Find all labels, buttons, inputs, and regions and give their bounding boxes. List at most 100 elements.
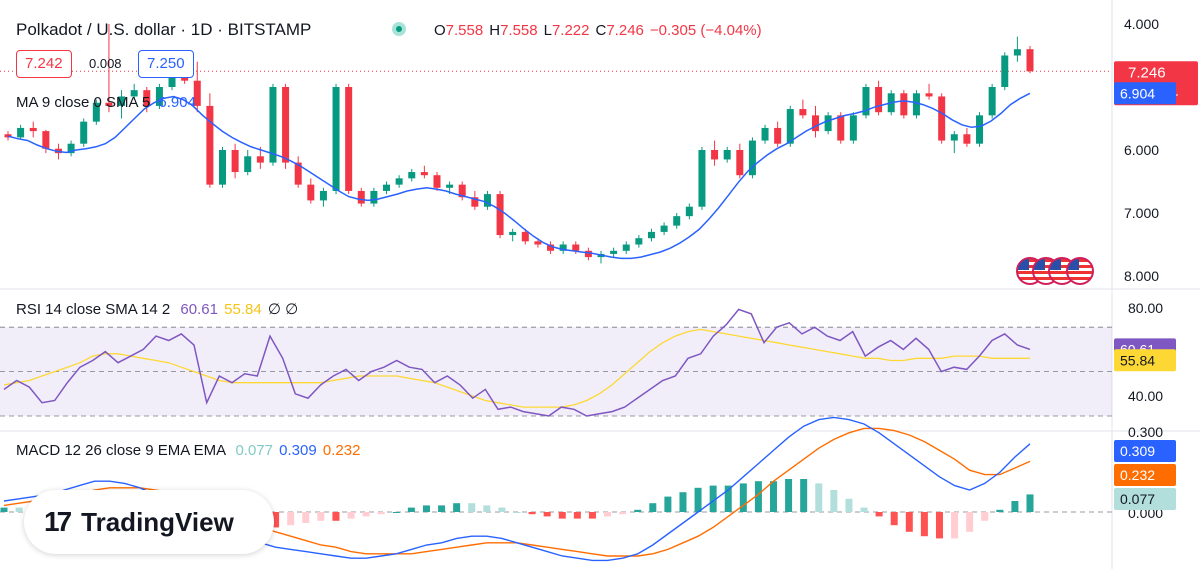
candle-body	[17, 127, 25, 138]
candle-body	[483, 194, 491, 207]
candle-body	[395, 178, 403, 185]
macd-histogram-bar	[287, 512, 295, 526]
macd-histogram-bar	[981, 512, 989, 521]
candle-body	[509, 231, 517, 236]
buy-price-button[interactable]: 7.250	[138, 50, 194, 78]
rsi-legend[interactable]: RSI 14 close SMA 14 2 60.61 55.84 ∅ ∅	[16, 300, 298, 318]
candle-body	[357, 190, 365, 204]
macd-hist-value: 0.077	[235, 442, 273, 459]
macd-histogram-bar	[860, 507, 868, 512]
candle-body	[294, 162, 302, 185]
macd-histogram-bar	[694, 487, 702, 512]
macd-tick-label: 0.300	[1128, 424, 1163, 440]
macd-histogram-bar	[815, 483, 823, 512]
candle-body	[332, 87, 340, 191]
rsi-label: RSI 14 close SMA 14 2	[16, 301, 171, 318]
candle-body	[622, 244, 630, 251]
macd-histogram-bar	[664, 496, 672, 512]
macd-histogram-bar	[905, 512, 913, 532]
tradingview-logo[interactable]: 17 TradingView	[24, 490, 274, 554]
rsi-line	[3, 308, 1031, 417]
candle-body	[875, 87, 883, 113]
symbol-title[interactable]: Polkadot / U.S. dollar · 1D · BITSTAMP	[16, 20, 312, 39]
candle-body	[420, 172, 428, 176]
ma-label: MA 9 close 0 SMA 5	[16, 94, 151, 111]
candle-body	[408, 172, 416, 179]
macd-line-tag: 0.309	[1120, 443, 1155, 459]
sell-price-button[interactable]: 7.242	[16, 50, 72, 78]
candle-body	[218, 150, 226, 185]
macd-histogram-bar	[528, 512, 536, 515]
macd-histogram-bar	[1026, 494, 1034, 512]
candle-body	[193, 80, 201, 106]
candle-body	[647, 231, 655, 239]
candle-body	[761, 127, 769, 141]
macd-histogram-bar	[543, 512, 551, 517]
candle-body	[660, 225, 668, 232]
candle-body	[471, 197, 479, 207]
macd-histogram-bar	[362, 512, 370, 517]
candle-body	[383, 184, 391, 191]
rsi-sma-value: 55.84	[224, 301, 262, 318]
candle-body	[963, 134, 971, 144]
candle-body	[4, 134, 12, 138]
macd-histogram-bar	[272, 512, 280, 528]
macd-histogram-bar	[498, 507, 506, 512]
macd-histogram-bar	[604, 512, 612, 517]
macd-histogram-bar	[302, 512, 310, 523]
candle-body	[496, 194, 504, 236]
candle-body	[143, 90, 151, 106]
tradingview-wordmark: TradingView	[81, 506, 234, 537]
macd-histogram-bar	[770, 481, 777, 512]
candle-body	[837, 115, 845, 141]
macd-hist-tag-bg	[1114, 488, 1176, 510]
macd-histogram-bar	[513, 512, 521, 513]
candle-body	[900, 93, 908, 116]
macd-legend[interactable]: MACD 12 26 close 9 EMA EMA 0.077 0.309 0…	[16, 442, 360, 459]
macd-histogram-bar	[1011, 501, 1019, 512]
macd-histogram-bar	[438, 505, 446, 512]
macd-histogram-bar	[649, 503, 657, 512]
macd-histogram-bar	[739, 483, 747, 512]
macd-histogram-bar	[966, 512, 974, 532]
macd-histogram-bar	[845, 498, 853, 512]
candle-body	[282, 87, 290, 163]
macd-histogram-bar	[709, 485, 717, 512]
macd-line-tag-bg	[1114, 440, 1176, 462]
candle-body	[685, 206, 693, 217]
macd-histogram-bar	[634, 509, 642, 512]
candle-body	[130, 90, 138, 97]
candle-body	[446, 184, 454, 188]
ohlc-values: O7.558 H7.558 L7.222 C7.246 −0.305 (−4.04%)	[434, 22, 762, 39]
macd-label: MACD 12 26 close 9 EMA EMA	[16, 442, 226, 459]
macd-histogram-bar	[890, 512, 898, 526]
candle-body	[849, 115, 857, 141]
candle-body	[118, 96, 126, 106]
spread-value: 0.008	[89, 56, 122, 71]
macd-histogram-bar	[830, 490, 838, 512]
macd-signal-value: 0.232	[322, 442, 361, 459]
candle-body	[812, 115, 820, 132]
candle-body	[1013, 49, 1021, 56]
ma-value: 6.904	[158, 94, 196, 111]
candle-body	[824, 115, 832, 132]
rsi-sma-line	[3, 328, 1030, 408]
ma-legend[interactable]: MA 9 close 0 SMA 5 6.904	[16, 94, 196, 111]
candle-body	[458, 184, 466, 198]
macd-histogram-bar	[332, 512, 340, 521]
candle-body	[269, 87, 277, 163]
events-flags[interactable]	[1016, 257, 1096, 285]
ma-line	[7, 92, 1031, 260]
macd-histogram-bar	[483, 505, 491, 512]
candle-body	[711, 150, 719, 160]
candle-body	[370, 190, 378, 204]
macd-hist-tag: 0.077	[1120, 491, 1155, 507]
us-flag-icon[interactable]	[1066, 257, 1094, 285]
macd-histogram-bar	[679, 492, 687, 512]
rsi-sma-tag-bg	[1114, 349, 1176, 372]
candle-body	[976, 115, 984, 144]
last-price-tag: 7.246	[1128, 64, 1166, 81]
candle-body	[244, 156, 252, 173]
ma-price-tag: 6.904	[1120, 85, 1155, 101]
